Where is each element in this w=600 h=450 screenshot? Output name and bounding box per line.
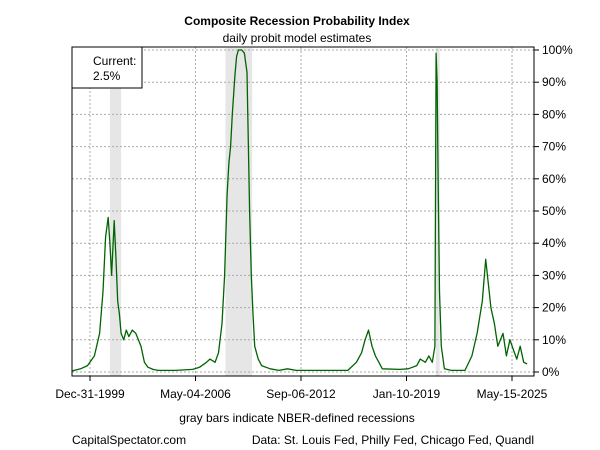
chart-subtitle: daily probit model estimates — [223, 31, 372, 45]
x-tick-label: Jan-10-2019 — [373, 387, 441, 401]
x-tick-label: Dec-31-1999 — [55, 387, 125, 401]
y-tick-label: 20% — [542, 301, 566, 315]
y-axis: 0% 10% 20% 30% 40% 50% 60% 70% 80% 90% 100% — [534, 43, 573, 379]
y-tick-label: 50% — [542, 204, 566, 218]
x-tick-label: May-15-2025 — [477, 387, 548, 401]
y-tick-label: 90% — [542, 75, 566, 89]
recession-bar-1 — [225, 48, 253, 376]
y-tick-label: 40% — [542, 236, 566, 250]
series-line-layer — [71, 49, 528, 372]
recession-bar-0 — [109, 48, 122, 376]
footer-left: CapitalSpectator.com — [72, 433, 186, 447]
chart-title: Composite Recession Probability Index — [184, 14, 410, 28]
current-box — [71, 46, 143, 89]
current-label: Current: — [93, 54, 136, 68]
series-line-0 — [71, 49, 528, 372]
x-tick-label: Sep-06-2012 — [266, 387, 336, 401]
grid-lines — [72, 47, 534, 376]
current-annotation: Current: 2.5% — [71, 46, 143, 89]
footer-right: Data: St. Louis Fed, Philly Fed, Chicago… — [252, 433, 534, 447]
y-tick-label: 10% — [542, 333, 566, 347]
y-tick-label: 100% — [542, 43, 573, 57]
recession-bars — [109, 48, 440, 376]
current-value: 2.5% — [93, 69, 121, 83]
y-tick-label: 30% — [542, 268, 566, 282]
x-tick-label: May-04-2006 — [160, 387, 231, 401]
recession-bar-2 — [435, 48, 440, 376]
y-tick-label: 80% — [542, 107, 566, 121]
y-tick-label: 0% — [542, 365, 560, 379]
x-axis-label: gray bars indicate NBER-defined recessio… — [179, 411, 414, 425]
y-tick-label: 70% — [542, 140, 566, 154]
y-tick-label: 60% — [542, 172, 566, 186]
x-axis: Dec-31-1999 May-04-2006 Sep-06-2012 Jan-10-… — [55, 376, 548, 401]
